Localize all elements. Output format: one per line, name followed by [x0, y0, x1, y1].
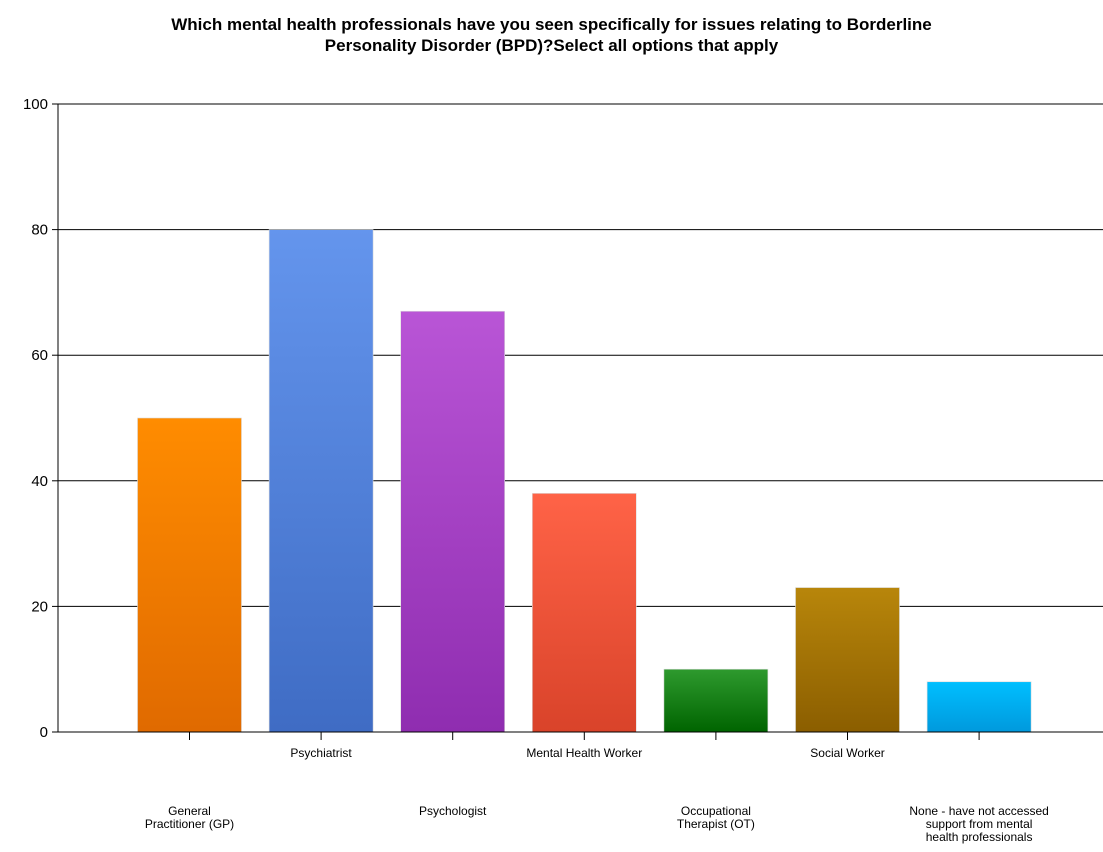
y-tick-label: 100	[23, 96, 48, 113]
x-tick-label: General Practitioner (GP)	[144, 804, 235, 831]
y-tick-label: 40	[31, 473, 48, 490]
chart-title: Which mental health professionals have y…	[0, 14, 1103, 56]
x-tick-label: Occupational Therapist (OT)	[676, 804, 755, 831]
chart-title-line2: Personality Disorder (BPD)?Select all op…	[324, 36, 779, 55]
bar	[400, 310, 506, 733]
x-tick-label: Psychologist	[419, 804, 487, 818]
y-tick-label: 60	[31, 347, 48, 364]
chart-title-line1: Which mental health professionals have y…	[171, 15, 932, 34]
bar	[137, 417, 242, 733]
bar	[663, 668, 769, 733]
bar	[795, 587, 900, 733]
bar	[531, 493, 637, 733]
x-tick-label: Mental Health Worker	[526, 746, 643, 760]
x-tick-label: Social Worker	[810, 746, 885, 760]
y-tick-label: 80	[31, 222, 48, 239]
x-tick-label: Psychiatrist	[290, 746, 352, 760]
y-tick-label: 20	[31, 598, 48, 615]
bar	[926, 681, 1032, 733]
x-tick-label: None - have not accessed support from me…	[909, 804, 1049, 844]
bar	[268, 229, 374, 733]
y-tick-label: 0	[40, 724, 48, 741]
